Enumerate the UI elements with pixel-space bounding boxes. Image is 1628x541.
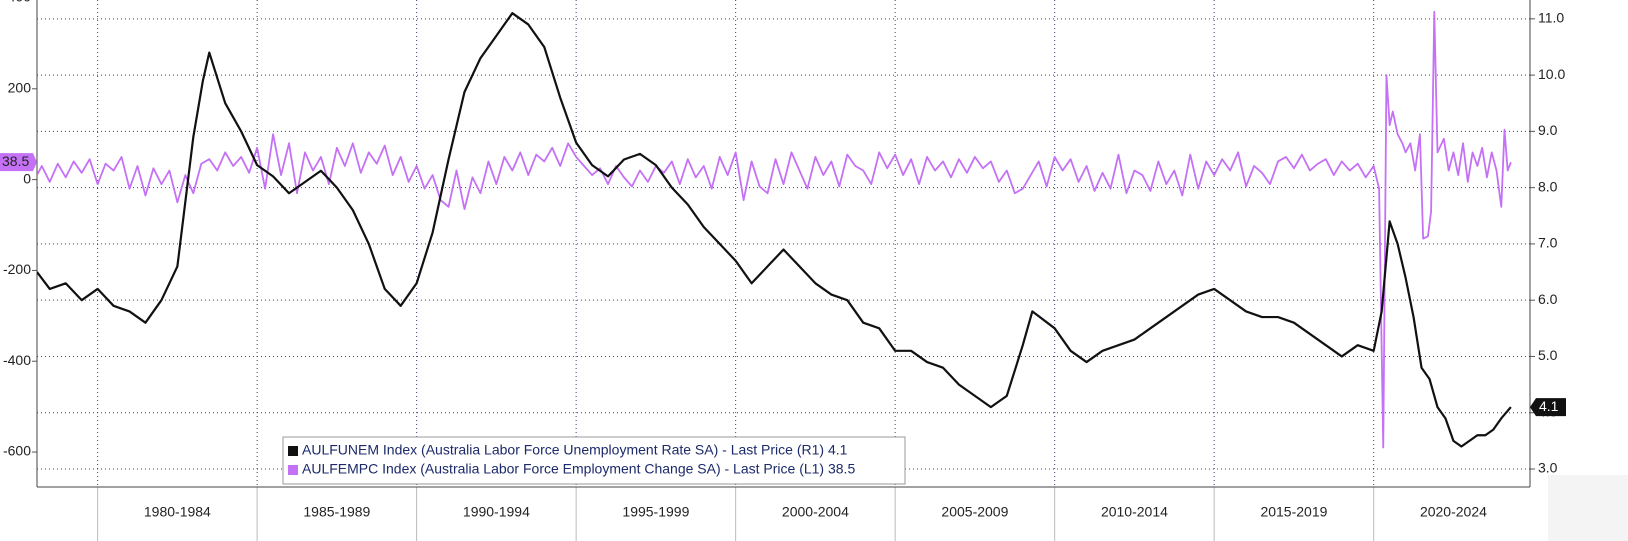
x-axis-band [0,487,1548,541]
y2-tick-label: 10.0 [1538,66,1565,82]
y-tick-label: 200 [8,80,32,96]
last-value-tag [1530,398,1566,417]
legend: AULFUNEM Index (Australia Labor Force Un… [282,436,906,485]
y-tick-label: 0 [23,170,31,186]
x-tick-label: 1985-1989 [303,504,370,520]
corner-panel [1548,475,1628,541]
y2-tick-label: 8.0 [1538,178,1558,194]
last-value-tag [0,153,37,172]
y2-tick-label: 6.0 [1538,291,1558,307]
x-tick-label: 2010-2014 [1101,504,1168,520]
y2-tick-label: 11.0 [1538,10,1564,26]
legend-swatch [288,465,298,475]
x-tick-label: 1980-1984 [144,504,211,520]
legend-swatch [288,446,298,456]
y-tick-label: -600 [3,443,31,459]
x-tick-label: 2005-2009 [941,504,1008,520]
y2-tick-label: 5.0 [1538,347,1558,363]
y2-tick-label: 3.0 [1538,460,1558,476]
y2-tick-label: 9.0 [1538,122,1558,138]
legend-label: AULFUNEM Index (Australia Labor Force Un… [302,442,848,458]
x-tick-label: 2015-2019 [1260,504,1327,520]
last-value-label: 4.1 [1539,398,1559,414]
x-tick-label: 1995-1999 [622,504,689,520]
legend-box [282,436,906,485]
y2-tick-label: 7.0 [1538,235,1558,251]
y-tick-label: -400 [3,352,31,368]
x-tick-label: 2020-2024 [1420,504,1487,520]
legend-label: AULFEMPC Index (Australia Labor Force Em… [302,461,855,477]
x-tick-label: 2000-2004 [782,504,849,520]
y-tick-label: -200 [3,261,31,277]
series-line [37,10,1512,449]
y-tick-label: 400 [8,0,32,5]
x-tick-label: 1990-1994 [463,504,530,520]
last-value-label: 38.5 [2,153,29,169]
series-line [37,12,1512,448]
